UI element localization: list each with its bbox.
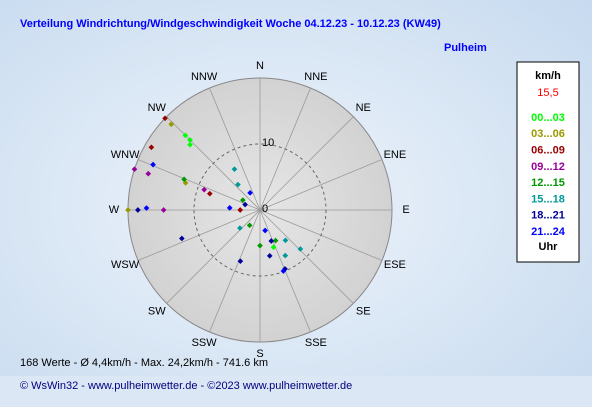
point <box>226 205 233 211</box>
r-tick-label: 10 <box>262 137 274 149</box>
point <box>282 252 289 259</box>
footer-band <box>0 376 592 407</box>
point <box>282 237 289 244</box>
point <box>143 205 150 211</box>
spoke <box>209 209 261 333</box>
spoke <box>259 159 383 211</box>
chart-subtitle: Pulheim <box>444 42 487 54</box>
direction-label: NNE <box>304 71 327 83</box>
direction-label: W <box>109 204 120 216</box>
point <box>242 201 248 208</box>
point <box>231 166 238 172</box>
legend-entry: 18...21 <box>531 210 565 222</box>
direction-label: WSW <box>111 259 140 271</box>
point <box>237 207 244 213</box>
legend-entry: 09...12 <box>531 161 565 173</box>
legend-entry: 15...18 <box>531 193 565 205</box>
direction-label: N <box>256 60 264 72</box>
spoke <box>259 209 354 304</box>
point <box>297 246 304 252</box>
direction-label: SSW <box>192 337 218 349</box>
point <box>125 207 131 213</box>
point <box>280 268 287 274</box>
point <box>240 197 246 203</box>
point <box>237 225 243 231</box>
direction-label: ESE <box>384 259 406 271</box>
point <box>160 207 167 213</box>
legend-value: 15,5 <box>537 87 558 99</box>
point <box>168 121 175 128</box>
spoke <box>166 209 261 304</box>
point <box>235 181 241 188</box>
point <box>257 242 263 249</box>
grid-ring <box>193 143 327 277</box>
point <box>148 144 155 151</box>
legend-title: km/h <box>535 70 561 82</box>
point <box>246 222 253 229</box>
point <box>247 190 253 196</box>
legend-entry: 06...09 <box>531 145 565 157</box>
summary: 168 Werte - Ø 4,4km/h - Max. 24,2km/h - … <box>20 357 268 369</box>
point <box>262 227 268 234</box>
direction-label: E <box>402 204 409 216</box>
legend-entry: 12...15 <box>531 177 565 189</box>
point <box>150 161 156 168</box>
direction-label: SW <box>148 306 166 318</box>
point <box>181 176 187 183</box>
spoke <box>137 159 261 211</box>
legend-box <box>516 61 580 263</box>
legend-entry: 21...24 <box>531 226 566 238</box>
direction-label: NE <box>356 102 371 114</box>
point <box>268 238 275 244</box>
point <box>272 237 279 244</box>
direction-label: ENE <box>384 149 407 161</box>
point <box>162 115 168 122</box>
point <box>187 141 193 148</box>
legend-entry: 03...06 <box>531 128 565 140</box>
point <box>201 186 208 193</box>
direction-label: SSE <box>305 337 327 349</box>
legend-entry: 00...03 <box>531 112 565 124</box>
point <box>187 137 193 143</box>
legend-footer: Uhr <box>539 241 559 253</box>
direction-label: WNW <box>111 149 140 161</box>
point <box>182 132 189 139</box>
chart-title: Verteilung Windrichtung/Windgeschwindigk… <box>20 18 441 30</box>
direction-label: NNW <box>191 71 218 83</box>
point <box>270 244 277 251</box>
direction-label: S <box>256 348 263 360</box>
point <box>237 258 244 264</box>
point <box>131 166 138 173</box>
point <box>135 207 141 213</box>
direction-label: NW <box>148 102 167 114</box>
point <box>206 190 213 197</box>
point <box>266 253 273 259</box>
point <box>145 170 152 177</box>
r-tick-label: 0 <box>262 203 268 215</box>
direction-label: SE <box>356 306 371 318</box>
footer: © WsWin32 - www.pulheimwetter.de - ©2023… <box>20 380 352 392</box>
point <box>179 235 185 242</box>
